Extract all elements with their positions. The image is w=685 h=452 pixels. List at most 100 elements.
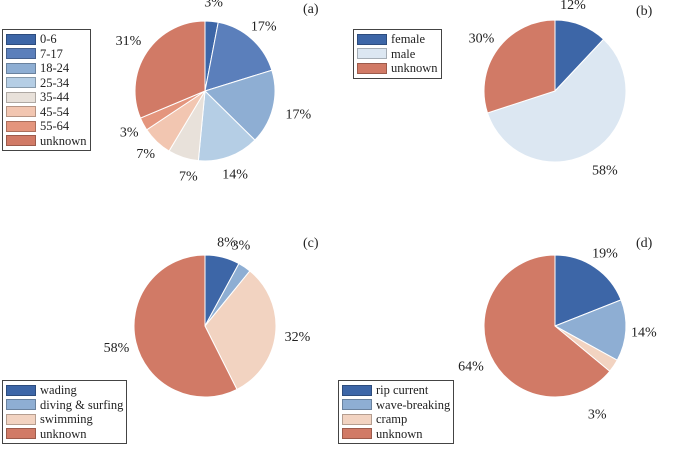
pie-chart-b: 12% 58% 30% — [469, 0, 627, 179]
legend-item: 18-24 — [6, 61, 87, 76]
legend-item: cramp — [342, 412, 450, 427]
legend-label: unknown — [40, 426, 87, 441]
legend-label: diving & surfing — [40, 397, 124, 412]
legend-swatch — [6, 62, 36, 74]
pie-chart-a: 3% 17% 17% 14% 7% 7% 3% 31% — [116, 0, 312, 184]
slice-label-d-1: 14% — [631, 326, 657, 341]
slice-label-a-5: 7% — [136, 147, 155, 162]
legend-swatch — [6, 77, 36, 89]
legend-swatch — [357, 33, 387, 45]
legend-label: 7-17 — [40, 46, 63, 61]
legend-item: 0-6 — [6, 32, 87, 47]
slice-label-c-1: 3% — [232, 239, 251, 254]
legend-item: 55-64 — [6, 119, 87, 134]
legend-label: rip current — [376, 383, 429, 398]
panel-label-d: (d) — [636, 236, 653, 251]
slice-label-c-0: 8% — [217, 236, 236, 251]
slice-label-a-0: 3% — [204, 0, 223, 10]
legend-label: 55-64 — [40, 119, 70, 134]
legend-swatch — [6, 91, 36, 103]
slice-label-a-1: 17% — [251, 19, 277, 34]
slice-label-a-7: 31% — [116, 34, 142, 49]
legend-label: cramp — [376, 412, 408, 427]
legend-label: unknown — [376, 426, 423, 441]
pie-slice-b-1 — [486, 38, 627, 163]
slice-label-a-4: 7% — [179, 169, 198, 184]
slice-label-c-3: 58% — [104, 341, 130, 356]
legend-item: swimming — [6, 412, 123, 427]
pie-slice-d-1 — [553, 299, 627, 361]
legend-item: wading — [6, 383, 123, 398]
pie-slice-c-3 — [133, 254, 238, 398]
slice-label-a-3: 14% — [222, 168, 248, 183]
legend-d: rip current wave-breaking cramp unknown — [338, 380, 455, 444]
legend-label: swimming — [40, 412, 93, 427]
legend-item: unknown — [6, 427, 123, 442]
legend-item: wave-breaking — [342, 398, 450, 413]
legend-swatch — [342, 384, 372, 396]
legend-swatch — [342, 413, 372, 425]
pie-slice-c-2 — [204, 270, 277, 391]
legend-item: 45-54 — [6, 105, 87, 120]
legend-swatch — [6, 120, 36, 132]
legend-swatch — [6, 33, 36, 45]
legend-label: wading — [40, 383, 77, 398]
slice-label-d-0: 19% — [592, 246, 618, 261]
legend-swatch — [6, 106, 36, 118]
legend-swatch — [6, 428, 36, 440]
pie-slice-a-7 — [134, 20, 206, 119]
panel-label-a: (a) — [303, 2, 319, 17]
legend-c: wading diving & surfing swimming unknown — [2, 380, 128, 444]
legend-item: diving & surfing — [6, 398, 123, 413]
legend-label: 25-34 — [40, 75, 70, 90]
slice-label-a-2: 17% — [285, 108, 311, 123]
slice-label-b-2: 30% — [469, 32, 495, 47]
slice-label-d-2: 3% — [588, 407, 607, 422]
legend-label: 45-54 — [40, 104, 70, 119]
legend-swatch — [6, 384, 36, 396]
pie-chart-d: 19% 14% 3% 64% — [458, 246, 657, 422]
legend-label: 18-24 — [40, 61, 70, 76]
pie-slice-d-0 — [554, 254, 622, 327]
slice-label-b-1: 58% — [592, 164, 618, 179]
legend-swatch — [342, 428, 372, 440]
pie-slice-a-2 — [204, 69, 276, 141]
panel-label-b: (b) — [636, 4, 653, 19]
legend-item: 25-34 — [6, 76, 87, 91]
legend-swatch — [6, 48, 36, 60]
slice-label-d-3: 64% — [458, 360, 484, 375]
pie-slice-d-3 — [483, 254, 611, 398]
legend-item: 7-17 — [6, 47, 87, 62]
pie-chart-c: 8%3% 32% 58% — [104, 236, 311, 398]
legend-label: 0-6 — [40, 32, 57, 47]
legend-item: unknown — [357, 61, 438, 76]
legend-label: unknown — [40, 133, 87, 148]
legend-swatch — [6, 135, 36, 147]
legend-swatch — [342, 399, 372, 411]
slice-label-c-2: 32% — [285, 330, 311, 345]
legend-label: 35-44 — [40, 90, 70, 105]
legend-item: male — [357, 47, 438, 62]
pie-slice-a-1 — [204, 21, 273, 92]
slice-label-a-6: 3% — [120, 126, 139, 141]
legend-item: 35-44 — [6, 90, 87, 105]
legend-label: male — [391, 46, 416, 61]
pie-slice-b-2 — [483, 19, 556, 114]
legend-swatch — [6, 399, 36, 411]
legend-label: wave-breaking — [376, 397, 451, 412]
legend-swatch — [357, 62, 387, 74]
legend-item: unknown — [342, 427, 450, 442]
legend-swatch — [357, 48, 387, 60]
legend-label: female — [391, 32, 426, 47]
legend-a: 0-6 7-17 18-24 25-34 35-44 45-54 55-64 unknown — [2, 29, 91, 151]
legend-item: rip current — [342, 383, 450, 398]
pie-slice-a-3 — [197, 89, 256, 162]
legend-b: female male unknown — [353, 29, 442, 79]
legend-item: female — [357, 32, 438, 47]
slice-label-b-0: 12% — [560, 0, 586, 13]
legend-swatch — [6, 413, 36, 425]
panel-label-c: (c) — [303, 236, 319, 251]
legend-label: unknown — [391, 61, 438, 76]
legend-item: unknown — [6, 134, 87, 149]
